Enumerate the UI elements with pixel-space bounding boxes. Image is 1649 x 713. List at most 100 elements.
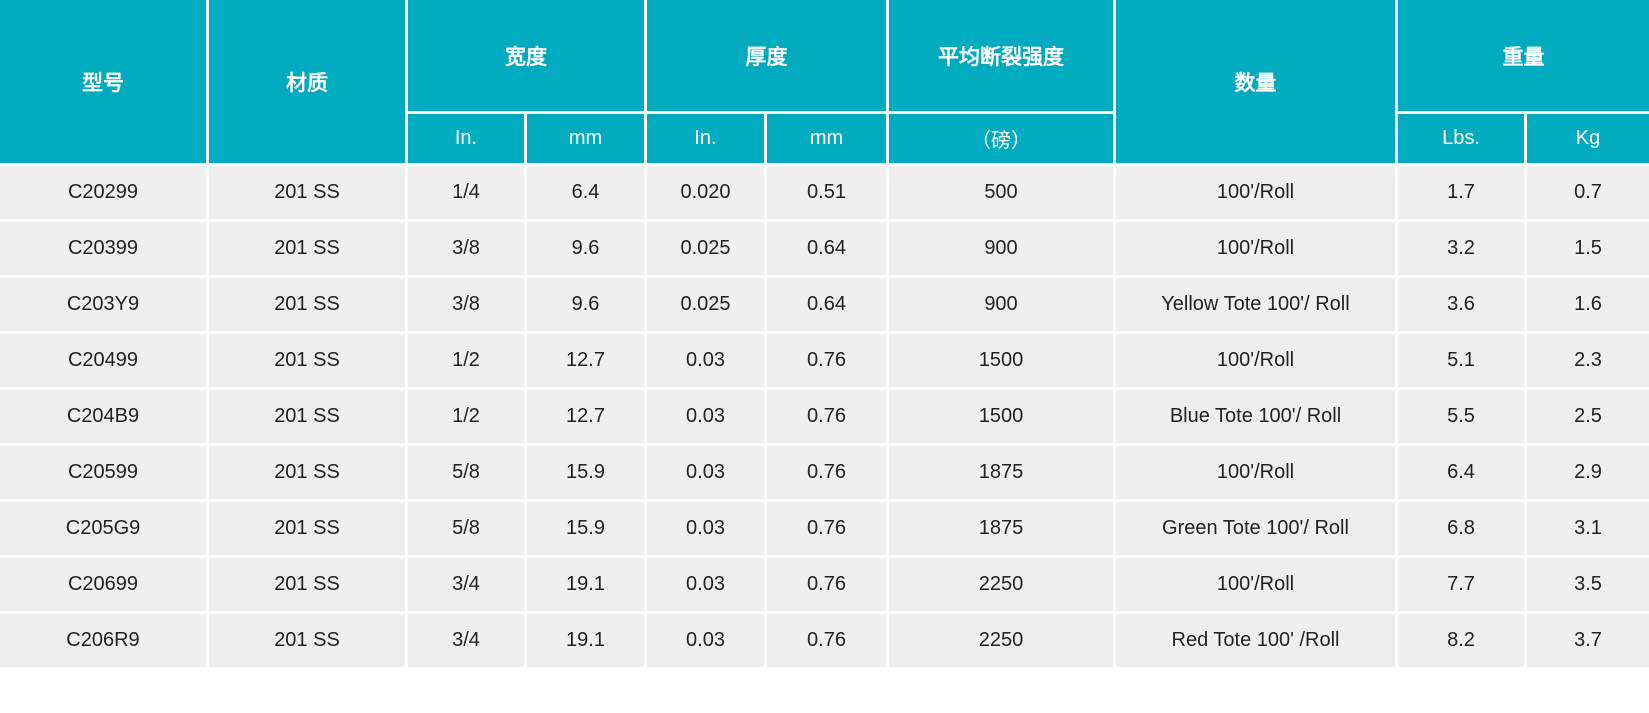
- cell-weight-kg: 3.5: [1527, 558, 1649, 611]
- cell-width-in: 3/8: [408, 222, 524, 275]
- cell-model: C20699: [0, 558, 206, 611]
- cell-thickness-mm: 0.64: [767, 222, 886, 275]
- cell-thickness-in: 0.025: [647, 278, 764, 331]
- cell-thickness-mm: 0.76: [767, 614, 886, 667]
- cell-width-mm: 15.9: [527, 502, 644, 555]
- cell-strength: 1500: [889, 390, 1113, 443]
- cell-width-in: 5/8: [408, 446, 524, 499]
- cell-material: 201 SS: [209, 502, 405, 555]
- cell-weight-lbs: 8.2: [1398, 614, 1524, 667]
- cell-material: 201 SS: [209, 614, 405, 667]
- cell-material: 201 SS: [209, 446, 405, 499]
- cell-width-in: 3/8: [408, 278, 524, 331]
- cell-material: 201 SS: [209, 222, 405, 275]
- cell-thickness-mm: 0.76: [767, 334, 886, 387]
- header-width-in: In.: [408, 114, 524, 163]
- cell-weight-kg: 2.5: [1527, 390, 1649, 443]
- header-quantity: 数量: [1116, 0, 1395, 163]
- header-width: 宽度: [408, 0, 644, 111]
- cell-thickness-mm: 0.51: [767, 166, 886, 219]
- cell-quantity: Blue Tote 100'/ Roll: [1116, 390, 1395, 443]
- cell-quantity: Yellow Tote 100'/ Roll: [1116, 278, 1395, 331]
- cell-weight-lbs: 6.8: [1398, 502, 1524, 555]
- cell-quantity: 100'/Roll: [1116, 558, 1395, 611]
- cell-quantity: Green Tote 100'/ Roll: [1116, 502, 1395, 555]
- cell-width-in: 5/8: [408, 502, 524, 555]
- cell-thickness-mm: 0.76: [767, 502, 886, 555]
- cell-thickness-in: 0.03: [647, 334, 764, 387]
- cell-thickness-mm: 0.64: [767, 278, 886, 331]
- cell-model: C203Y9: [0, 278, 206, 331]
- header-strength: 平均断裂强度: [889, 0, 1113, 111]
- cell-material: 201 SS: [209, 334, 405, 387]
- cell-width-mm: 15.9: [527, 446, 644, 499]
- cell-thickness-mm: 0.76: [767, 558, 886, 611]
- header-thickness-mm: mm: [767, 114, 886, 163]
- cell-strength: 1500: [889, 334, 1113, 387]
- cell-weight-kg: 2.3: [1527, 334, 1649, 387]
- cell-width-mm: 9.6: [527, 222, 644, 275]
- cell-quantity: Red Tote 100' /Roll: [1116, 614, 1395, 667]
- cell-model: C20499: [0, 334, 206, 387]
- cell-width-mm: 19.1: [527, 614, 644, 667]
- cell-thickness-in: 0.03: [647, 502, 764, 555]
- header-model: 型号: [0, 0, 206, 163]
- cell-material: 201 SS: [209, 558, 405, 611]
- cell-strength: 900: [889, 222, 1113, 275]
- cell-thickness-mm: 0.76: [767, 390, 886, 443]
- cell-strength: 1875: [889, 446, 1113, 499]
- cell-thickness-in: 0.03: [647, 558, 764, 611]
- header-weight-kg: Kg: [1527, 114, 1649, 163]
- cell-weight-kg: 3.7: [1527, 614, 1649, 667]
- header-material: 材质: [209, 0, 405, 163]
- cell-width-in: 3/4: [408, 558, 524, 611]
- cell-thickness-in: 0.03: [647, 446, 764, 499]
- header-weight-lbs: Lbs.: [1398, 114, 1524, 163]
- cell-width-in: 1/2: [408, 390, 524, 443]
- header-thickness-in: In.: [647, 114, 764, 163]
- cell-quantity: 100'/Roll: [1116, 446, 1395, 499]
- cell-weight-lbs: 7.7: [1398, 558, 1524, 611]
- header-thickness: 厚度: [647, 0, 886, 111]
- cell-weight-kg: 0.7: [1527, 166, 1649, 219]
- spec-table: 型号 材质 宽度 厚度 平均断裂强度 数量 重量 In. mm In. mm （…: [0, 0, 1649, 667]
- cell-width-mm: 12.7: [527, 334, 644, 387]
- cell-weight-lbs: 3.6: [1398, 278, 1524, 331]
- header-width-mm: mm: [527, 114, 644, 163]
- cell-thickness-in: 0.025: [647, 222, 764, 275]
- cell-material: 201 SS: [209, 166, 405, 219]
- cell-width-mm: 12.7: [527, 390, 644, 443]
- cell-weight-lbs: 5.1: [1398, 334, 1524, 387]
- cell-model: C204B9: [0, 390, 206, 443]
- cell-width-mm: 6.4: [527, 166, 644, 219]
- cell-width-in: 1/4: [408, 166, 524, 219]
- cell-quantity: 100'/Roll: [1116, 334, 1395, 387]
- cell-width-mm: 19.1: [527, 558, 644, 611]
- cell-weight-lbs: 3.2: [1398, 222, 1524, 275]
- cell-model: C20299: [0, 166, 206, 219]
- cell-strength: 1875: [889, 502, 1113, 555]
- cell-width-in: 3/4: [408, 614, 524, 667]
- cell-quantity: 100'/Roll: [1116, 222, 1395, 275]
- cell-weight-kg: 1.6: [1527, 278, 1649, 331]
- cell-weight-kg: 2.9: [1527, 446, 1649, 499]
- cell-thickness-in: 0.03: [647, 614, 764, 667]
- cell-model: C20399: [0, 222, 206, 275]
- cell-strength: 500: [889, 166, 1113, 219]
- cell-strength: 900: [889, 278, 1113, 331]
- cell-weight-lbs: 6.4: [1398, 446, 1524, 499]
- cell-thickness-in: 0.03: [647, 390, 764, 443]
- cell-weight-kg: 1.5: [1527, 222, 1649, 275]
- cell-strength: 2250: [889, 614, 1113, 667]
- cell-width-mm: 9.6: [527, 278, 644, 331]
- cell-model: C206R9: [0, 614, 206, 667]
- cell-width-in: 1/2: [408, 334, 524, 387]
- header-strength-unit: （磅）: [889, 114, 1113, 163]
- cell-quantity: 100'/Roll: [1116, 166, 1395, 219]
- cell-thickness-in: 0.020: [647, 166, 764, 219]
- cell-weight-kg: 3.1: [1527, 502, 1649, 555]
- header-weight: 重量: [1398, 0, 1649, 111]
- cell-model: C205G9: [0, 502, 206, 555]
- cell-weight-lbs: 5.5: [1398, 390, 1524, 443]
- cell-material: 201 SS: [209, 278, 405, 331]
